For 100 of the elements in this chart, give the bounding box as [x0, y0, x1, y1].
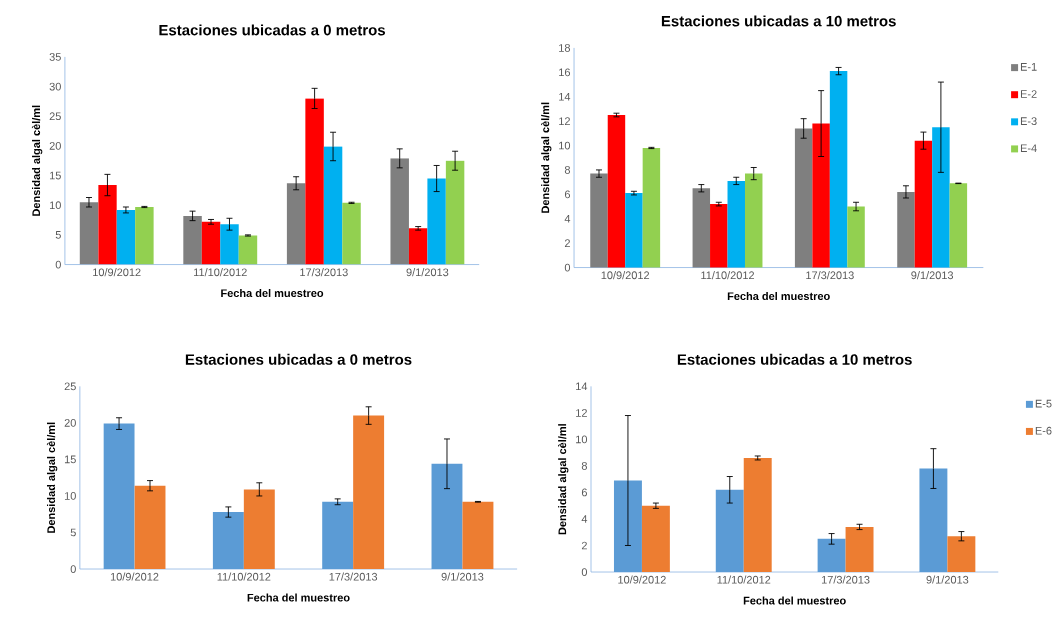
y-tick-label: 15 — [64, 455, 76, 464]
y-tick-label: 25 — [49, 112, 61, 121]
x-tick-label: 17/3/2013 — [821, 575, 870, 584]
bar — [220, 224, 239, 265]
x-tick-label: 11/10/2012 — [717, 575, 771, 584]
x-axis-title: Fecha del muestreo — [247, 593, 350, 602]
bar — [201, 221, 221, 265]
bar — [947, 536, 976, 573]
bar — [847, 206, 865, 268]
bar — [286, 183, 306, 265]
y-tick-label: 2 — [564, 239, 570, 248]
bar — [715, 489, 744, 573]
x-tick-label: 17/3/2013 — [329, 572, 378, 581]
bar — [238, 235, 258, 265]
bar — [98, 185, 117, 265]
y-tick-label: 4 — [564, 215, 571, 223]
y-tick-label: 15 — [49, 171, 61, 180]
bar — [932, 127, 950, 268]
x-tick-label: 11/10/2012 — [701, 271, 755, 280]
bar — [305, 98, 324, 265]
bar — [794, 128, 813, 268]
legend-label: E-5 — [1035, 399, 1052, 408]
y-tick-label: 30 — [49, 82, 61, 91]
x-tick-label: 9/1/2013 — [911, 271, 954, 280]
y-tick-label: 20 — [64, 419, 76, 427]
y-tick-label: 14 — [559, 92, 571, 101]
y-tick-label: 25 — [64, 382, 76, 391]
bar — [79, 202, 99, 265]
x-axis-title: Fecha del muestreo — [743, 596, 846, 605]
bar — [390, 158, 409, 265]
y-tick-label: 0 — [581, 568, 588, 576]
y-axis-title: Densidad algal cèl/ml — [541, 102, 552, 213]
bar — [427, 178, 446, 265]
y-tick-label: 5 — [70, 528, 76, 537]
bar — [322, 501, 354, 570]
x-tick-label: 17/3/2013 — [806, 271, 854, 280]
y-tick-label: 35 — [49, 53, 61, 61]
y-axis-title: Densidad algal cèl/ml — [558, 424, 569, 535]
bar — [134, 485, 166, 570]
bar — [949, 183, 968, 268]
bar — [641, 505, 670, 573]
bar — [445, 160, 465, 265]
x-tick-label: 10/9/2012 — [601, 271, 650, 280]
legend-label: E-6 — [1035, 426, 1052, 435]
bar — [103, 423, 135, 570]
bar — [727, 180, 745, 268]
bar — [342, 202, 361, 265]
bar — [462, 501, 494, 570]
y-tick-label: 0 — [564, 263, 571, 272]
y-tick-label: 10 — [576, 435, 588, 444]
x-tick-label: 10/9/2012 — [618, 575, 666, 584]
legend-label: E-2 — [1020, 90, 1037, 98]
x-tick-label: 11/10/2012 — [194, 268, 247, 277]
bar — [353, 415, 385, 570]
y-tick-label: 10 — [49, 201, 61, 210]
chart-title: Estaciones ubicadas a 10 metros — [677, 353, 912, 365]
y-tick-label: 4 — [581, 515, 588, 523]
bar — [845, 526, 874, 573]
x-tick-label: 9/1/2013 — [441, 572, 484, 581]
y-tick-label: 0 — [70, 565, 76, 573]
y-tick-label: 14 — [576, 382, 588, 391]
chart-title: Estaciones ubicadas a 10 metros — [661, 15, 896, 27]
bar — [919, 468, 948, 573]
legend-label: E-3 — [1020, 117, 1037, 126]
bar — [642, 148, 661, 268]
y-tick-label: 20 — [49, 142, 61, 150]
bar — [212, 512, 244, 570]
bar — [812, 123, 830, 268]
x-axis-title: Fecha del muestreo — [221, 289, 324, 298]
bar — [431, 463, 463, 570]
y-tick-label: 0 — [55, 260, 61, 269]
y-tick-label: 10 — [559, 141, 571, 150]
bar — [692, 188, 711, 268]
bar — [829, 71, 848, 268]
x-tick-label: 9/1/2013 — [926, 575, 969, 584]
y-axis-title: Densidad algal cèl/ml — [31, 105, 43, 216]
legend-label: E-4 — [1020, 144, 1037, 152]
bar — [590, 173, 608, 268]
y-tick-label: 12 — [559, 117, 570, 125]
x-tick-label: 9/1/2013 — [406, 268, 449, 277]
chart-title: Estaciones ubicadas a 0 metros — [159, 24, 385, 36]
y-tick-label: 8 — [581, 462, 587, 470]
bar — [243, 489, 275, 570]
bar — [116, 210, 136, 265]
y-tick-label: 16 — [559, 68, 571, 77]
bar — [607, 115, 626, 268]
y-tick-label: 12 — [576, 409, 587, 417]
bar — [135, 207, 154, 265]
bar — [408, 228, 428, 265]
chart-title: Estaciones ubicadas a 0 metros — [185, 353, 412, 365]
x-axis-title: Fecha del muestreo — [727, 292, 830, 301]
bar — [817, 538, 846, 573]
bar — [744, 173, 763, 268]
bar — [914, 140, 933, 268]
y-tick-label: 18 — [559, 44, 571, 52]
y-tick-label: 8 — [564, 166, 571, 174]
x-tick-label: 10/9/2012 — [93, 268, 141, 277]
y-tick-label: 6 — [564, 190, 571, 199]
x-tick-label: 17/3/2013 — [300, 268, 348, 277]
y-axis-title: Densidad algal cèl/ml — [46, 422, 58, 533]
